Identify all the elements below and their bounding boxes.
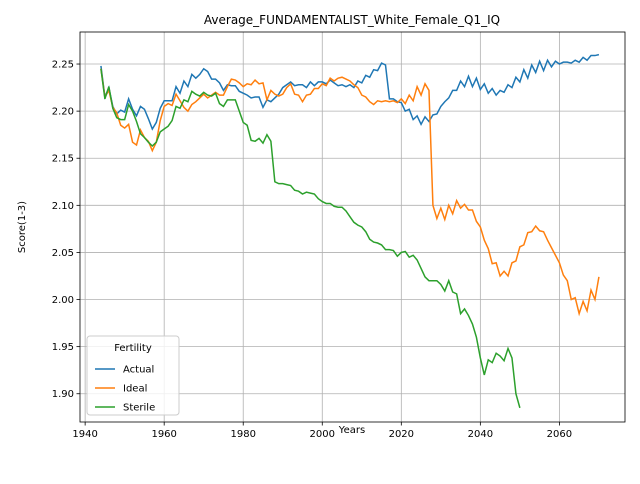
y-tick-label: 2.25 xyxy=(52,60,74,71)
x-tick-label: 1940 xyxy=(72,429,97,440)
y-tick-label: 2.05 xyxy=(52,248,74,259)
legend-label: Ideal xyxy=(123,384,147,395)
y-tick-label: 1.95 xyxy=(52,342,74,353)
legend-label: Sterile xyxy=(123,403,155,414)
legend-box xyxy=(86,335,180,416)
y-tick-label: 2.10 xyxy=(52,201,74,212)
series-line xyxy=(100,68,600,317)
x-axis-label: Years xyxy=(338,425,365,436)
y-axis-label: Score(1-3) xyxy=(17,201,28,253)
x-tick-label: 2060 xyxy=(547,429,572,440)
chart-title: Average_FUNDAMENTALIST_White_Female_Q1_I… xyxy=(204,13,500,27)
x-tick-label: 2020 xyxy=(389,429,414,440)
plot-frame xyxy=(79,31,626,423)
y-tick-label: 2.15 xyxy=(52,154,74,165)
x-tick-label: 1980 xyxy=(230,429,255,440)
y-tick-label: 1.90 xyxy=(52,389,74,400)
x-tick-label: 2040 xyxy=(468,429,493,440)
series-line xyxy=(100,68,521,409)
x-tick-label: 2000 xyxy=(310,429,335,440)
y-tick-label: 2.20 xyxy=(52,107,74,118)
x-tick-label: 1960 xyxy=(151,429,176,440)
legend-label: Actual xyxy=(123,365,154,376)
series-line xyxy=(100,53,600,131)
legend-title: Fertility xyxy=(114,343,152,354)
y-tick-label: 2.00 xyxy=(52,295,74,306)
